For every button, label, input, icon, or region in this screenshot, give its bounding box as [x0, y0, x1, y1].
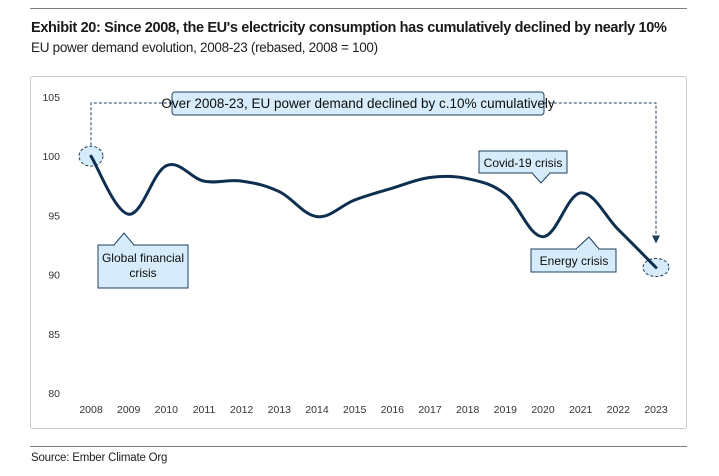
series-line-eu-power-demand — [89, 154, 658, 269]
gfc-callout-line2: crisis — [129, 266, 156, 280]
x-tick-label: 2021 — [569, 404, 593, 416]
top-rule — [30, 8, 687, 9]
x-tick-label: 2008 — [79, 404, 103, 416]
source-note: Source: Ember Climate Org — [31, 452, 168, 464]
energy-callout-text: Energy crisis — [540, 254, 609, 268]
x-tick-label: 2010 — [155, 404, 179, 416]
x-tick-label: 2017 — [418, 404, 442, 416]
chart-subtitle: EU power demand evolution, 2008-23 (reba… — [31, 40, 378, 55]
chart-title: Exhibit 20: Since 2008, the EU's electri… — [31, 20, 667, 36]
y-axis-ticks: 80 85 90 95 100 105 — [42, 92, 60, 400]
x-tick-label: 2022 — [607, 404, 631, 416]
covid-callout-text: Covid-19 crisis — [484, 156, 563, 170]
y-tick-label: 90 — [48, 270, 60, 282]
x-tick-label: 2023 — [644, 404, 668, 416]
x-tick-label: 2009 — [117, 404, 141, 416]
x-tick-label: 2019 — [494, 404, 518, 416]
x-tick-label: 2012 — [230, 404, 254, 416]
x-tick-label: 2015 — [343, 404, 367, 416]
headline-callout: Over 2008-23, EU power demand declined b… — [161, 91, 555, 116]
plot-frame — [30, 76, 687, 429]
x-tick-label: 2016 — [381, 404, 405, 416]
headline-bracket — [90, 102, 660, 244]
bottom-rule — [30, 446, 687, 447]
headline-callout-text: Over 2008-23, EU power demand declined b… — [161, 96, 554, 111]
energy-callout: Energy crisis — [530, 236, 617, 273]
y-tick-label: 100 — [42, 151, 60, 163]
x-tick-label: 2020 — [531, 404, 555, 416]
x-tick-label: 2018 — [456, 404, 480, 416]
x-tick-label: 2013 — [268, 404, 292, 416]
x-axis-ticks: 2008 2009 2010 2011 2012 2013 2014 2015 2016 2017… — [79, 404, 668, 416]
gfc-callout: Global financial crisis — [97, 232, 189, 289]
gfc-callout-line1: Global financial — [102, 251, 184, 265]
covid-callout: Covid-19 crisis — [478, 150, 568, 184]
y-tick-label: 95 — [48, 210, 60, 222]
x-tick-label: 2014 — [305, 404, 329, 416]
x-tick-label: 2011 — [193, 404, 216, 416]
y-tick-label: 80 — [48, 388, 60, 400]
y-tick-label: 85 — [48, 329, 60, 341]
y-tick-label: 105 — [42, 92, 60, 104]
